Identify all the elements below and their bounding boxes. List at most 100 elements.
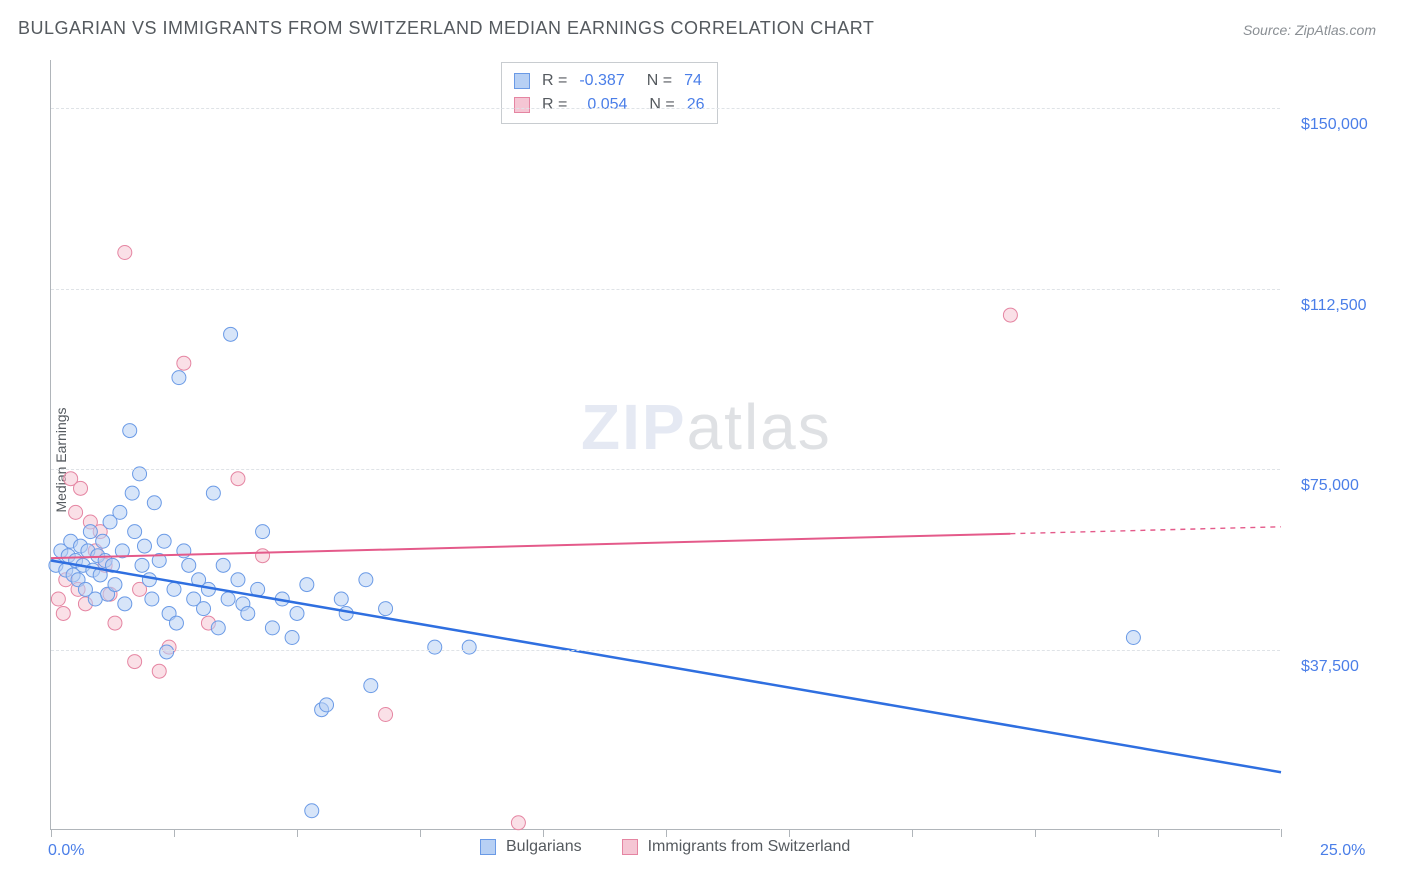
x-tick [912,829,913,837]
data-point-blue [160,645,174,659]
data-point-blue [320,698,334,712]
data-point-blue [364,679,378,693]
correlation-legend-box: R = -0.387 N = 74 R = 0.054 N = 26 [501,62,718,124]
data-point-pink [231,472,245,486]
n-label-pink: N = [649,93,674,117]
y-tick-label: $37,500 [1301,658,1359,676]
data-point-blue [142,573,156,587]
legend-row-pink: R = 0.054 N = 26 [514,93,705,117]
x-tick [51,829,52,837]
data-point-pink [74,481,88,495]
data-point-blue [221,592,235,606]
data-point-blue [206,486,220,500]
data-point-blue [125,486,139,500]
gridline-h [51,469,1280,470]
trendline-pink [51,534,1010,558]
data-point-blue [1126,631,1140,645]
y-tick-label: $150,000 [1301,116,1368,134]
source-name: ZipAtlas.com [1295,22,1376,38]
data-point-blue [167,582,181,596]
data-point-blue [224,327,238,341]
data-point-blue [172,371,186,385]
data-point-blue [285,631,299,645]
data-point-pink [379,708,393,722]
data-point-blue [462,640,476,654]
data-point-blue [83,525,97,539]
legend-swatch-blue [480,839,496,855]
swatch-pink [514,97,530,113]
x-tick [297,829,298,837]
swatch-blue [514,73,530,89]
r-label-blue: R = [542,69,567,93]
gridline-h [51,289,1280,290]
data-point-blue [169,616,183,630]
data-point-blue [428,640,442,654]
data-point-blue [216,558,230,572]
x-tick [1158,829,1159,837]
data-point-pink [256,549,270,563]
data-point-blue [379,602,393,616]
data-point-blue [265,621,279,635]
data-point-blue [197,602,211,616]
trendline-pink-dashed [1010,527,1281,534]
data-point-pink [511,816,525,830]
x-tick [420,829,421,837]
y-tick-label: $75,000 [1301,477,1359,495]
data-point-pink [1003,308,1017,322]
x-tick [1281,829,1282,837]
x-axis-min-label: 0.0% [48,842,84,860]
source-attribution: Source: ZipAtlas.com [1243,22,1376,38]
legend-label-pink: Immigrants from Switzerland [648,838,851,856]
x-tick [1035,829,1036,837]
data-point-pink [69,505,83,519]
x-axis-max-label: 25.0% [1320,842,1365,860]
data-point-blue [359,573,373,587]
data-point-blue [290,606,304,620]
data-point-blue [128,525,142,539]
data-point-blue [123,424,137,438]
data-point-blue [305,804,319,818]
data-point-blue [256,525,270,539]
chart-svg-layer [51,60,1280,829]
scatter-plot-area: Median Earnings ZIPatlas R = -0.387 N = … [50,60,1280,830]
data-point-pink [108,616,122,630]
data-point-blue [339,606,353,620]
x-tick [666,829,667,837]
source-label: Source: [1243,22,1291,38]
legend-row-blue: R = -0.387 N = 74 [514,69,705,93]
data-point-blue [135,558,149,572]
x-tick [174,829,175,837]
data-point-blue [108,578,122,592]
x-tick [543,829,544,837]
r-value-pink: 0.054 [587,93,627,117]
data-point-pink [56,606,70,620]
data-point-pink [128,655,142,669]
data-point-blue [96,534,110,548]
chart-title: BULGARIAN VS IMMIGRANTS FROM SWITZERLAND… [18,18,874,39]
trendline-blue [51,561,1281,773]
legend-swatch-pink [622,839,638,855]
n-value-blue: 74 [684,69,702,93]
data-point-blue [334,592,348,606]
data-point-pink [51,592,65,606]
data-point-blue [113,505,127,519]
data-point-blue [211,621,225,635]
r-label-pink: R = [542,93,567,117]
n-value-pink: 26 [687,93,705,117]
data-point-blue [241,606,255,620]
data-point-blue [300,578,314,592]
legend-label-blue: Bulgarians [506,838,582,856]
data-point-blue [157,534,171,548]
data-point-blue [182,558,196,572]
n-label-blue: N = [647,69,672,93]
data-point-blue [147,496,161,510]
data-point-pink [118,246,132,260]
data-point-blue [118,597,132,611]
r-value-blue: -0.387 [579,69,624,93]
series-legend: Bulgarians Immigrants from Switzerland [480,838,850,856]
gridline-h [51,108,1280,109]
data-point-pink [152,664,166,678]
data-point-blue [145,592,159,606]
data-point-pink [177,356,191,370]
gridline-h [51,650,1280,651]
